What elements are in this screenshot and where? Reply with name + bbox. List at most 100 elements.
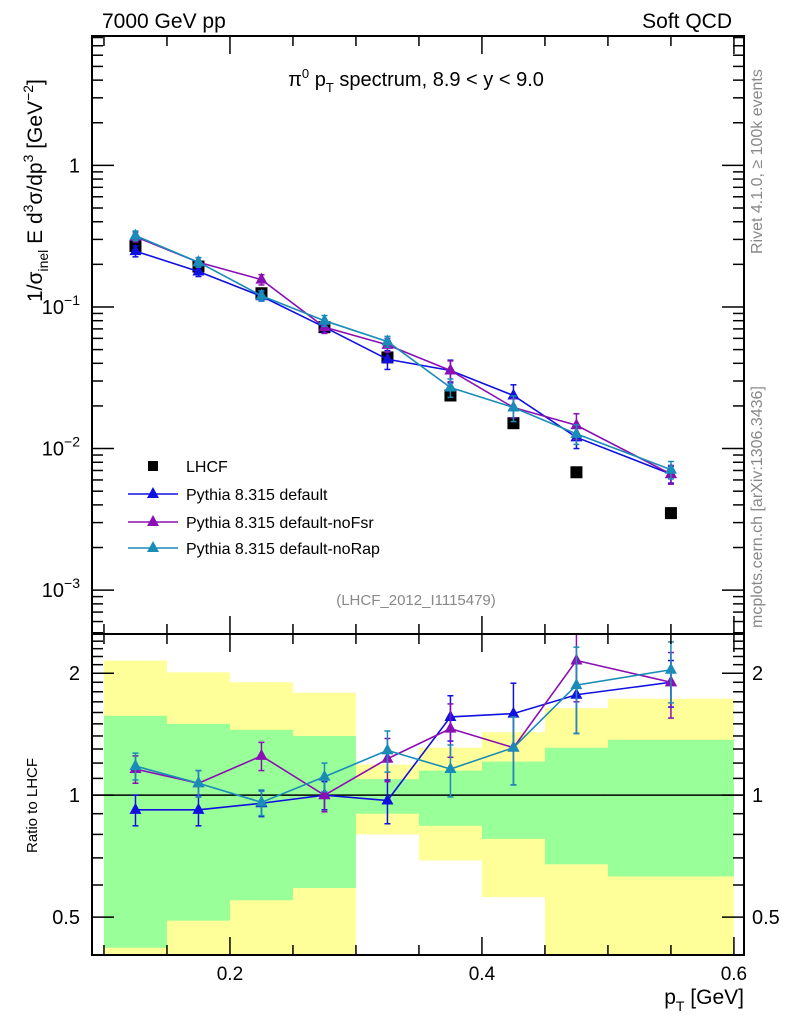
ylabel-a-sub: inel xyxy=(35,250,51,272)
band-inner xyxy=(103,715,167,948)
ratio-point xyxy=(192,776,205,788)
data-point-lhcf xyxy=(570,466,583,479)
data-point-mc xyxy=(444,363,457,375)
y-tick-label: 1 xyxy=(69,155,80,177)
ratio-y-tick-label-right: 2 xyxy=(752,663,763,685)
y-tick-base: 10 xyxy=(42,439,64,461)
y-tick-label: 10−2 xyxy=(42,434,80,461)
main-plot-area xyxy=(129,228,677,520)
ratio-y-label: Ratio to LHCF xyxy=(24,758,41,853)
ratio-point xyxy=(444,721,457,733)
band-inner xyxy=(607,739,734,877)
data-point-mc xyxy=(129,244,142,256)
title-sub: T xyxy=(326,80,334,95)
side-text-rivet: Rivet 4.1.0, ≥ 100k events xyxy=(749,69,766,254)
legend-label: Pythia 8.315 default-noRap xyxy=(186,541,380,558)
legend-marker-triangle xyxy=(147,487,159,498)
data-point-lhcf xyxy=(507,417,520,430)
side-text-mcplots: mcplots.cern.ch [arXiv:1306.3436] xyxy=(749,386,766,628)
legend: LHCF Pythia 8.315 default Pythia 8.315 d… xyxy=(128,459,380,558)
data-point-mc xyxy=(381,334,394,346)
y-tick-base: 10 xyxy=(42,580,64,602)
x-axis-label: pT [GeV] xyxy=(664,986,744,1014)
ratio-point xyxy=(507,706,520,718)
legend-item-norap: Pythia 8.315 default-noRap xyxy=(128,541,380,558)
ylabel-d-sup: −2 xyxy=(20,85,36,101)
y-tick-exponent: −3 xyxy=(64,575,80,591)
data-point-lhcf xyxy=(664,507,677,520)
ratio-point xyxy=(129,802,142,814)
y-tick-exponent: −1 xyxy=(64,292,80,308)
ratio-y-tick-label: 0.5 xyxy=(52,907,80,929)
legend-item-lhcf: LHCF xyxy=(148,459,228,476)
legend-label: LHCF xyxy=(186,459,228,476)
ylabel-e: ] xyxy=(24,79,47,85)
y-tick-label: 10−1 xyxy=(42,292,80,319)
ylabel-b: E d xyxy=(24,212,47,249)
ylabel-a: 1/σ xyxy=(24,271,47,302)
title-sup: 0 xyxy=(302,66,309,81)
ratio-plot-area xyxy=(129,633,677,827)
ylabel-d: [GeV xyxy=(24,101,47,155)
ratio-y-tick-label: 2 xyxy=(69,663,80,685)
y-tick-label: 10−3 xyxy=(42,575,80,602)
ratio-point xyxy=(381,743,394,755)
title-rest: spectrum, 8.9 < y < 9.0 xyxy=(334,69,544,91)
data-point-mc xyxy=(570,426,583,438)
legend-marker-square xyxy=(148,461,158,471)
band-inner xyxy=(544,747,608,865)
ratio-y-tick-label: 1 xyxy=(69,785,80,807)
legend-marker-triangle xyxy=(147,541,159,552)
y-tick-base: 10 xyxy=(42,297,64,319)
ratio-point xyxy=(318,788,331,800)
ylabel-c-sup: 3 xyxy=(20,154,36,162)
ylabel-b-sup: 3 xyxy=(20,204,36,212)
ratio-point xyxy=(255,795,268,807)
title-p: p xyxy=(309,69,326,91)
data-point-mc xyxy=(570,418,583,430)
data-point-mc xyxy=(255,272,268,284)
data-point-mc xyxy=(507,400,520,412)
y-tick-exponent: −2 xyxy=(64,434,80,450)
data-point-mc xyxy=(381,352,394,364)
ratio-y-tick-label-right: 1 xyxy=(752,785,763,807)
y-tick-base: 1 xyxy=(69,155,80,177)
analysis-watermark: (LHCF_2012_I1115479) xyxy=(336,592,496,609)
header-right: Soft QCD xyxy=(642,10,732,33)
data-point-mc xyxy=(192,255,205,267)
data-point-mc xyxy=(192,264,205,276)
data-point-mc xyxy=(318,313,331,325)
ratio-bands xyxy=(92,660,744,955)
data-point-mc xyxy=(129,228,142,240)
x-tick-label: 0.2 xyxy=(217,964,243,985)
series-line-1 xyxy=(135,250,672,475)
ratio-point xyxy=(318,769,331,781)
ratio-y-tick-label-right: 0.5 xyxy=(752,907,780,929)
legend-marker-triangle xyxy=(147,515,159,526)
data-point-mc xyxy=(255,288,268,300)
ratio-point xyxy=(444,762,457,774)
legend-item-default: Pythia 8.315 default xyxy=(128,487,328,504)
x-tick-label: 0.6 xyxy=(721,964,747,985)
x-tick-label: 0.4 xyxy=(469,964,496,985)
main-y-label: 1/σinel E d3σ/dp3 [GeV−2] xyxy=(20,79,51,302)
ratio-point xyxy=(192,802,205,814)
xlabel-unit: [GeV] xyxy=(684,986,744,1009)
plot-title: π0 pT spectrum, 8.9 < y < 9.0 xyxy=(288,66,544,95)
legend-item-nofsr: Pythia 8.315 default-noFsr xyxy=(128,515,374,532)
xlabel-sub: T xyxy=(676,998,685,1014)
xlabel-p: p xyxy=(664,986,676,1009)
ratio-point xyxy=(129,759,142,771)
ratio-point xyxy=(381,793,394,805)
ylabel-c: σ/dp xyxy=(24,162,47,204)
legend-label: Pythia 8.315 default xyxy=(186,487,328,504)
ratio-point xyxy=(664,662,677,674)
title-pi: π xyxy=(288,69,302,91)
series-line-3 xyxy=(135,234,672,471)
ratio-point xyxy=(255,748,268,760)
data-point-mc xyxy=(664,462,677,474)
data-point-mc xyxy=(444,380,457,392)
header-left: 7000 GeV pp xyxy=(102,10,226,33)
